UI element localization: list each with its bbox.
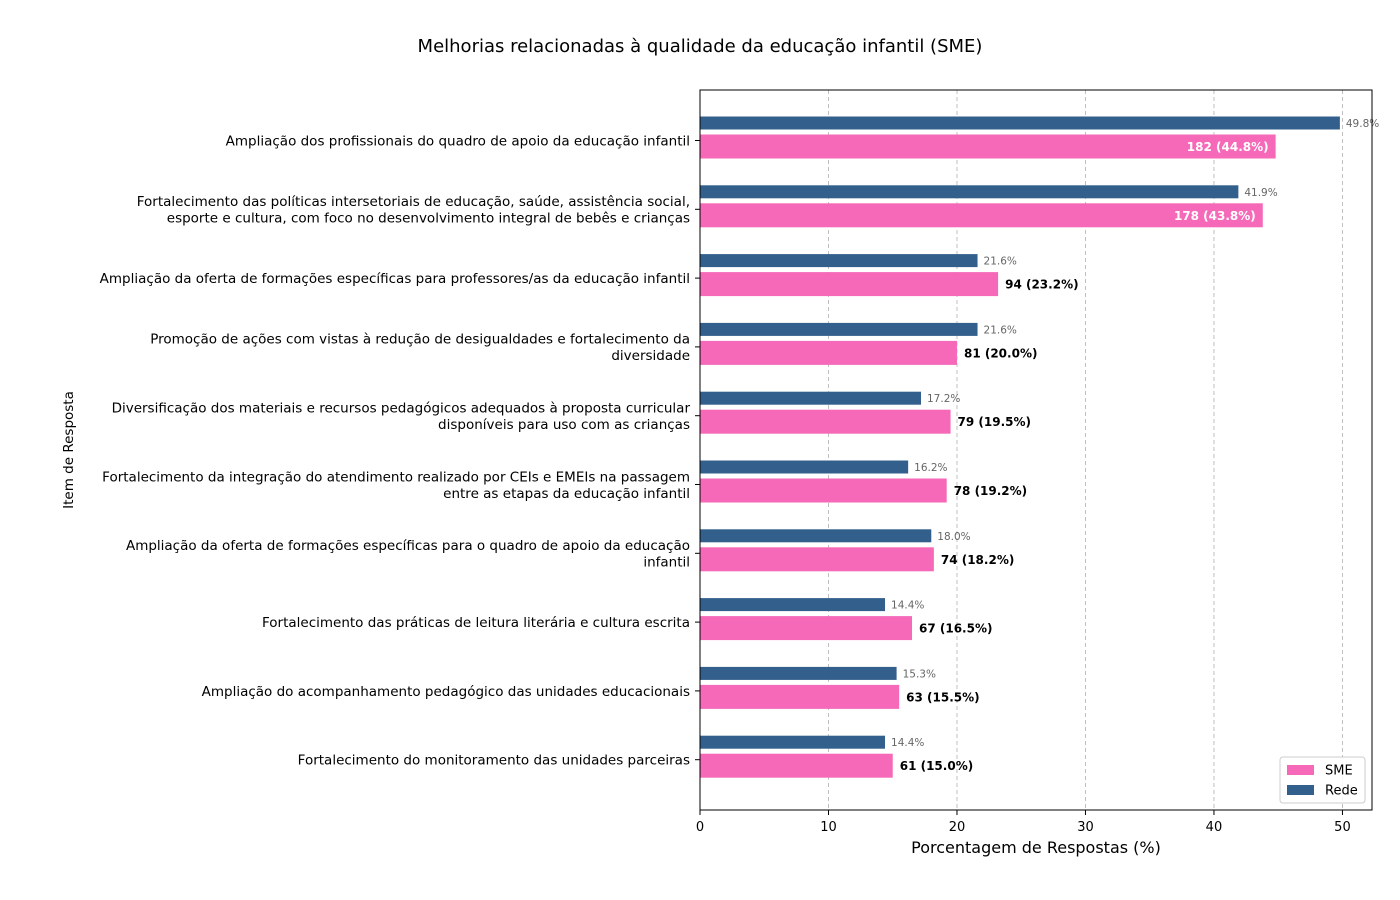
- y-tick-label-line: Ampliação dos profissionais do quadro de…: [226, 134, 690, 150]
- x-tick-label: 10: [820, 820, 837, 835]
- data-label-sme: 63 (15.5%): [906, 690, 979, 704]
- data-label-rede: 15.3%: [903, 668, 936, 680]
- y-tick-label: Fortalecimento da integração do atendime…: [102, 469, 690, 502]
- data-label-rede: 16.2%: [914, 462, 947, 474]
- bar-sme: [700, 272, 998, 296]
- data-label-rede: 41.9%: [1244, 187, 1277, 199]
- data-label-sme: 78 (19.2%): [954, 484, 1027, 498]
- y-tick-label: Ampliação dos profissionais do quadro de…: [226, 134, 690, 150]
- chart-title: Melhorias relacionadas à qualidade da ed…: [418, 36, 983, 57]
- data-label-sme: 81 (20.0%): [964, 346, 1037, 360]
- bar-rede: [700, 529, 931, 542]
- bar-rede: [700, 392, 921, 405]
- bar-sme: [700, 341, 957, 365]
- data-label-rede: 18.0%: [937, 531, 970, 543]
- data-label-rede: 17.2%: [927, 393, 960, 405]
- y-tick-label: Ampliação do acompanhamento pedagógico d…: [202, 684, 690, 700]
- y-tick-label: Fortalecimento das práticas de leitura l…: [262, 615, 690, 631]
- x-tick-label: 20: [949, 820, 966, 835]
- x-tick-label: 0: [696, 820, 704, 835]
- legend: SME Rede: [1280, 757, 1365, 803]
- y-tick-label-line: disponíveis para uso com as crianças: [438, 417, 690, 433]
- legend-label-sme: SME: [1325, 764, 1353, 779]
- y-tick-label-line: infantil: [643, 555, 690, 571]
- bar-sme: [700, 754, 893, 778]
- legend-swatch-rede: [1287, 785, 1314, 795]
- y-tick-label-line: Fortalecimento das práticas de leitura l…: [262, 615, 690, 631]
- y-tick-label-line: Fortalecimento da integração do atendime…: [102, 469, 690, 485]
- bar-rede: [700, 461, 908, 474]
- bar-sme: [700, 547, 934, 571]
- y-tick-label: Diversificação dos materiais e recursos …: [112, 400, 691, 433]
- data-label-rede: 14.4%: [891, 600, 924, 612]
- data-label-sme: 74 (18.2%): [941, 553, 1014, 567]
- y-tick-label-line: esporte e cultura, com foco no desenvolv…: [167, 211, 690, 227]
- y-tick-label-line: Ampliação da oferta de formações específ…: [126, 538, 690, 554]
- y-tick-label-line: diversidade: [611, 348, 690, 364]
- y-tick-label-line: entre as etapas da educação infantil: [443, 486, 690, 502]
- x-tick-label: 40: [1206, 820, 1223, 835]
- bar-rede: [700, 323, 978, 336]
- data-label-sme: 178 (43.8%): [1174, 209, 1256, 223]
- y-tick-label: Ampliação da oferta de formações específ…: [126, 538, 690, 571]
- y-tick-label-line: Fortalecimento das políticas intersetori…: [137, 194, 690, 210]
- y-tick-label: Fortalecimento das políticas intersetori…: [137, 194, 690, 227]
- data-label-rede: 49.8%: [1346, 118, 1379, 130]
- x-axis-label: Porcentagem de Respostas (%): [911, 838, 1161, 857]
- x-tick-label: 50: [1334, 820, 1351, 835]
- data-label-sme: 79 (19.5%): [958, 415, 1031, 429]
- bar-sme: [700, 685, 899, 709]
- data-label-rede: 14.4%: [891, 737, 924, 749]
- data-label-sme: 61 (15.0%): [900, 759, 973, 773]
- y-tick-label: Fortalecimento do monitoramento das unid…: [298, 753, 690, 769]
- y-tick-label: Ampliação da oferta de formações específ…: [100, 271, 690, 287]
- bar-rede: [700, 598, 885, 611]
- bar-sme: [700, 410, 951, 434]
- data-label-rede: 21.6%: [984, 324, 1017, 336]
- y-tick-label-line: Fortalecimento do monitoramento das unid…: [298, 753, 690, 769]
- y-tick-label-line: Promoção de ações com vistas à redução d…: [150, 332, 690, 348]
- bar-sme: [700, 616, 912, 640]
- bar-rede: [700, 254, 978, 267]
- bar-sme: [700, 479, 947, 503]
- y-tick-label: Promoção de ações com vistas à redução d…: [150, 332, 690, 365]
- y-tick-label-line: Ampliação do acompanhamento pedagógico d…: [202, 684, 690, 700]
- legend-label-rede: Rede: [1325, 784, 1358, 799]
- y-tick-label-line: Ampliação da oferta de formações específ…: [100, 271, 690, 287]
- bar-rede: [700, 117, 1340, 130]
- bar-rede: [700, 185, 1238, 198]
- y-tick-label-line: Diversificação dos materiais e recursos …: [112, 400, 691, 416]
- bar-rede: [700, 667, 897, 680]
- data-label-sme: 94 (23.2%): [1005, 278, 1078, 292]
- legend-swatch-sme: [1287, 765, 1314, 775]
- y-axis-label: Item de Resposta: [61, 391, 77, 509]
- x-tick-label: 30: [1077, 820, 1094, 835]
- data-label-sme: 182 (44.8%): [1187, 140, 1269, 154]
- bar-rede: [700, 736, 885, 749]
- data-label-sme: 67 (16.5%): [919, 622, 992, 636]
- data-label-rede: 21.6%: [984, 256, 1017, 268]
